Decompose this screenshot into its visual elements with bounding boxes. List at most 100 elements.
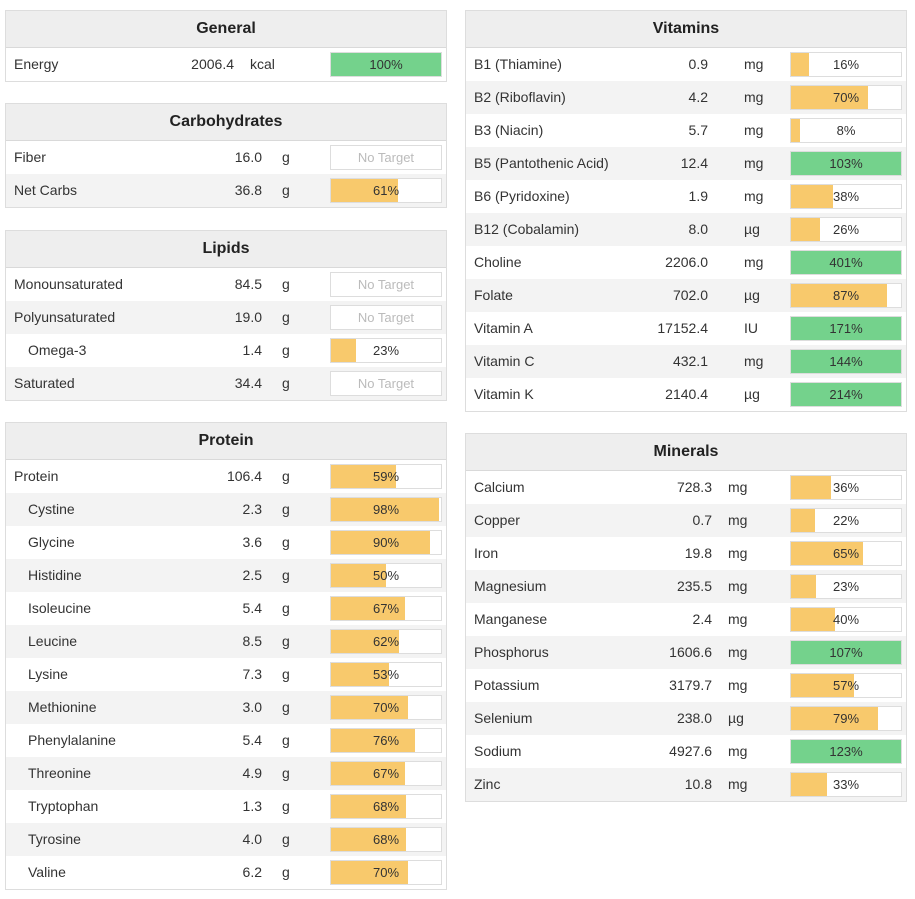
- nutrient-unit: g: [282, 732, 290, 748]
- nutrient-name: B3 (Niacin): [474, 122, 544, 138]
- nutrient-unit: mg: [728, 776, 748, 792]
- target-progress-bar: 67%: [330, 596, 442, 621]
- nutrient-amount: 432.1: [672, 353, 708, 369]
- progress-label: 70%: [372, 700, 400, 715]
- progress-fill: [331, 762, 405, 785]
- nutrient-name: Tryptophan: [28, 798, 99, 814]
- nutrient-name: Vitamin A: [474, 320, 533, 336]
- protein-panel: Protein Protein 106.4 g 59% Cystine 2.3 g 98% Gl…: [5, 422, 447, 890]
- progress-fill: [331, 465, 396, 488]
- target-progress-bar: 65%: [790, 541, 902, 566]
- nutrient-unit: mg: [728, 644, 748, 660]
- nutrient-unit: µg: [744, 287, 760, 303]
- progress-fill: [791, 317, 901, 340]
- progress-label: 76%: [372, 733, 400, 748]
- target-progress-bar: 171%: [790, 316, 902, 341]
- nutrient-name: Histidine: [28, 567, 82, 583]
- progress-fill: [791, 740, 901, 763]
- nutrient-name: Iron: [474, 545, 499, 561]
- nutrient-amount: 5.4: [242, 600, 262, 616]
- nutrient-amount: 2206.0: [665, 254, 708, 270]
- progress-label: 79%: [832, 711, 860, 726]
- target-progress-bar: 36%: [790, 475, 902, 500]
- progress-label: 123%: [829, 744, 863, 759]
- nutrient-unit: g: [282, 633, 290, 649]
- nutrient-amount: 8.0: [688, 221, 708, 237]
- nutrient-row-b12-cobalamin: B12 (Cobalamin) 8.0 µg 26%: [466, 213, 906, 246]
- nutrient-row-manganese: Manganese 2.4 mg 40%: [466, 603, 906, 636]
- progress-fill: [331, 729, 415, 752]
- nutrient-unit: g: [282, 765, 290, 781]
- nutrient-row-net-carbs: Net Carbs 36.8 g 61%: [6, 174, 446, 207]
- nutrient-amount: 235.5: [676, 578, 712, 594]
- nutrient-amount: 702.0: [672, 287, 708, 303]
- nutrient-unit: g: [282, 798, 290, 814]
- target-progress-bar: 23%: [790, 574, 902, 599]
- nutrient-name: Lysine: [28, 666, 68, 682]
- nutrient-name: Tyrosine: [28, 831, 81, 847]
- nutrient-name: Calcium: [474, 479, 525, 495]
- target-progress-bar: 8%: [790, 118, 902, 143]
- nutrient-amount: 3.6: [242, 534, 262, 550]
- progress-label: 38%: [832, 189, 860, 204]
- progress-label: 36%: [832, 480, 860, 495]
- target-progress-bar: 87%: [790, 283, 902, 308]
- general-panel: General Energy 2006.4 kcal 100%: [5, 10, 447, 82]
- nutrient-name: Fiber: [14, 149, 46, 165]
- nutrient-unit: g: [282, 864, 290, 880]
- nutrient-name: Magnesium: [474, 578, 547, 594]
- nutrient-row-potassium: Potassium 3179.7 mg 57%: [466, 669, 906, 702]
- nutrient-unit: g: [282, 534, 290, 550]
- nutrient-name: Cystine: [28, 501, 75, 517]
- progress-fill: [791, 185, 833, 208]
- progress-fill: [791, 251, 901, 274]
- nutrient-row-zinc: Zinc 10.8 mg 33%: [466, 768, 906, 801]
- nutrient-amount: 10.8: [684, 776, 712, 792]
- nutrient-unit: mg: [728, 677, 748, 693]
- vitamins-panel: Vitamins B1 (Thiamine) 0.9 mg 16% B2 (Ribofl…: [465, 10, 907, 412]
- nutrient-row-b6-pyridoxine: B6 (Pyridoxine) 1.9 mg 38%: [466, 180, 906, 213]
- progress-fill: [791, 218, 820, 241]
- nutrient-name: B2 (Riboflavin): [474, 89, 566, 105]
- progress-fill: [331, 630, 400, 653]
- target-progress-bar: 90%: [330, 530, 442, 555]
- nutrient-row-b3-niacin: B3 (Niacin) 5.7 mg 8%: [466, 114, 906, 147]
- nutrient-unit: mg: [744, 155, 764, 171]
- minerals-panel: Minerals Calcium 728.3 mg 36% Copper 0.7 mg 22%…: [465, 433, 907, 802]
- nutrient-unit: µg: [728, 710, 744, 726]
- nutrient-row-energy: Energy 2006.4 kcal 100%: [6, 48, 446, 81]
- nutrient-amount: 4.9: [242, 765, 262, 781]
- progress-label: 23%: [832, 579, 860, 594]
- nutrient-amount: 1.4: [242, 342, 262, 358]
- progress-fill: [331, 53, 441, 76]
- nutrient-amount: 16.0: [234, 149, 262, 165]
- target-progress-bar: 79%: [790, 706, 902, 731]
- target-progress-bar: No Target: [330, 371, 442, 396]
- progress-fill: [331, 663, 390, 686]
- progress-label: 62%: [372, 634, 400, 649]
- nutrient-name: Manganese: [474, 611, 548, 627]
- nutrient-name: Vitamin K: [474, 386, 534, 402]
- target-progress-bar: 401%: [790, 250, 902, 275]
- nutrient-row-histidine: Histidine 2.5 g 50%: [6, 559, 446, 592]
- nutrient-row-vitamin-c: Vitamin C 432.1 mg 144%: [466, 345, 906, 378]
- nutrient-row-copper: Copper 0.7 mg 22%: [466, 504, 906, 537]
- target-progress-bar: 33%: [790, 772, 902, 797]
- progress-fill: [331, 531, 430, 554]
- nutrient-name: Net Carbs: [14, 182, 78, 198]
- progress-label: 59%: [372, 469, 400, 484]
- progress-label: 65%: [832, 546, 860, 561]
- progress-fill: [331, 339, 357, 362]
- nutrient-amount: 84.5: [234, 276, 262, 292]
- nutrient-row-iron: Iron 19.8 mg 65%: [466, 537, 906, 570]
- progress-label: 67%: [372, 766, 400, 781]
- nutrient-unit: kcal: [250, 56, 275, 72]
- nutrient-row-selenium: Selenium 238.0 µg 79%: [466, 702, 906, 735]
- progress-label: 26%: [832, 222, 860, 237]
- target-progress-bar: No Target: [330, 145, 442, 170]
- progress-label: No Target: [357, 376, 415, 391]
- nutrient-name: B5 (Pantothenic Acid): [474, 155, 609, 171]
- nutrient-name: Energy: [14, 56, 59, 72]
- nutrient-amount: 2.3: [242, 501, 262, 517]
- progress-fill: [791, 641, 901, 664]
